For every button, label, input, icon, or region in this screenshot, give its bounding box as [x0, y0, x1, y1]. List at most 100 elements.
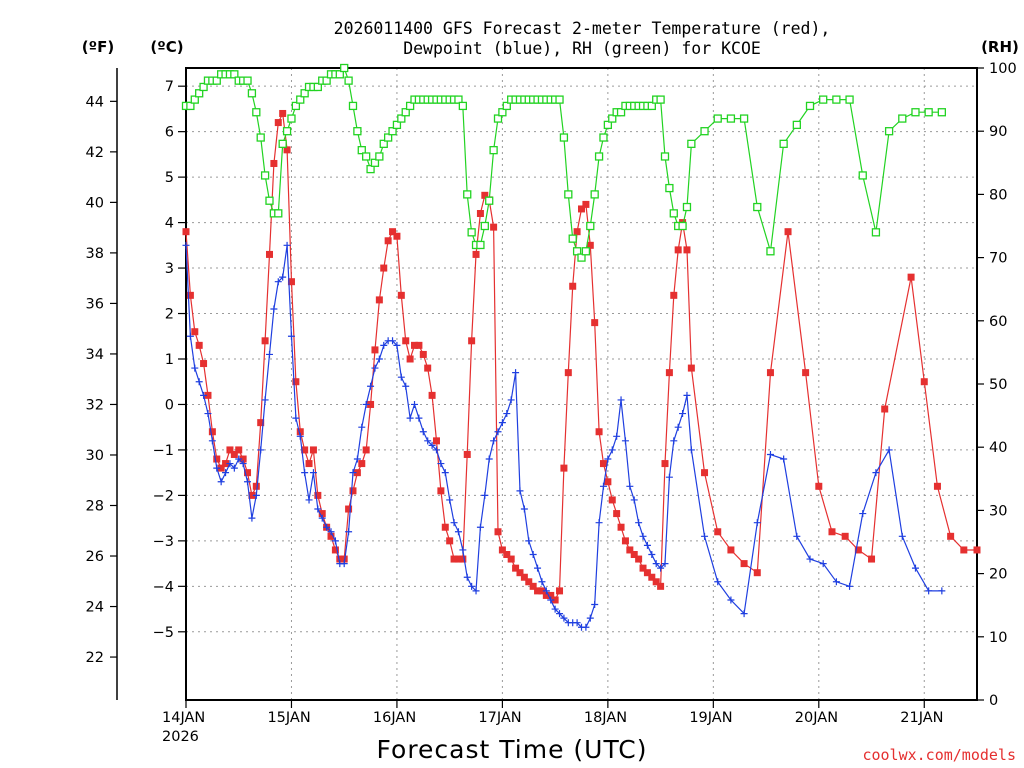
dewpoint-point	[472, 587, 480, 595]
fahrenheit-axis-unit: (ºF)	[82, 38, 114, 56]
temperature-point	[358, 460, 366, 468]
dewpoint-point	[657, 564, 665, 572]
dewpoint-point	[468, 582, 476, 590]
celsius-axis-unit: (ºC)	[150, 38, 183, 56]
dewpoint-point	[274, 278, 282, 286]
dewpoint-point	[191, 364, 199, 372]
dewpoint-point	[305, 496, 313, 504]
rh-point	[199, 82, 208, 92]
rh-point	[379, 139, 388, 148]
temperature-point	[217, 464, 225, 472]
x-tick-label: 20JAN	[795, 710, 838, 726]
rh-point	[559, 133, 569, 142]
dewpoint-point	[476, 523, 484, 531]
dewpoint-point	[182, 241, 190, 249]
temperature-point	[551, 596, 559, 604]
dewpoint-point	[424, 437, 432, 445]
temperature-point	[635, 555, 643, 563]
rh-point	[898, 114, 907, 123]
celsius-tick-label: 0	[165, 397, 174, 413]
temperature-point	[393, 232, 401, 240]
rh-point	[476, 240, 485, 250]
rh-point	[357, 146, 366, 155]
rh-tick-label: 40	[989, 440, 1007, 456]
temperature-point	[881, 405, 889, 413]
x-tick-label: 16JAN	[373, 710, 416, 726]
rh-point	[353, 127, 362, 136]
rh-point	[608, 114, 617, 123]
rh-point	[779, 139, 788, 148]
rh-point	[805, 101, 815, 111]
dewpoint-point	[279, 273, 287, 281]
temperature-point	[450, 555, 458, 563]
rh-point	[401, 108, 410, 117]
fahrenheit-tick-label: 24	[86, 600, 104, 616]
celsius-tick-label: −5	[153, 625, 174, 641]
temperature-point	[657, 582, 665, 590]
temperature-point	[683, 246, 691, 254]
rh-point	[594, 152, 604, 161]
rh-point	[766, 247, 775, 256]
temperature-point	[428, 391, 436, 399]
chart-title-line-1: 2026011400 GFS Forecast 2-meter Temperat…	[334, 19, 831, 38]
celsius-tick-label: 3	[165, 261, 174, 277]
rh-point	[581, 247, 591, 256]
temperature-point	[595, 428, 603, 436]
dewpoint-point	[687, 446, 695, 454]
rh-point	[463, 190, 472, 199]
dewpoint-point	[872, 469, 880, 477]
temperature-point	[336, 555, 344, 563]
temperature-point	[490, 223, 498, 231]
rh-point	[344, 76, 353, 85]
temperature-point	[239, 455, 247, 463]
temperature-point	[476, 209, 484, 217]
dewpoint-point	[314, 505, 322, 513]
dewpoint-point	[670, 437, 678, 445]
dewpoint-point	[648, 551, 656, 559]
dewpoint-point	[766, 450, 774, 458]
temperature-point	[248, 491, 256, 499]
rh-point	[564, 190, 573, 199]
temperature-point	[441, 523, 449, 531]
rh-point	[555, 95, 564, 104]
rh-point	[753, 202, 762, 212]
dewpoint-point	[494, 428, 502, 436]
rh-point	[366, 164, 375, 174]
temperature-point	[661, 460, 669, 468]
rh-point	[405, 101, 415, 111]
temperature-point	[815, 482, 823, 490]
dewpoint-point	[520, 505, 528, 513]
temperature-point	[305, 460, 313, 468]
temperature-point	[380, 264, 388, 272]
dewpoint-point	[753, 519, 761, 527]
celsius-tick-label: −3	[153, 534, 174, 550]
celsius-tick-label: 4	[165, 216, 174, 232]
rh-tick-label: 60	[989, 314, 1007, 330]
temperature-point	[252, 482, 260, 490]
temperature-point	[204, 391, 212, 399]
dewpoint-point	[832, 578, 840, 586]
temperature-point	[362, 446, 370, 454]
dewpoint-point	[885, 446, 893, 454]
rh-point	[265, 196, 274, 205]
temperature-point	[287, 278, 295, 286]
temperature-point	[947, 532, 955, 540]
temperature-line	[185, 111, 977, 602]
fahrenheit-tick-label: 44	[86, 94, 104, 110]
x-tick-label: 18JAN	[584, 710, 627, 726]
temperature-point	[301, 446, 309, 454]
rh-point	[260, 171, 270, 180]
temperature-point	[182, 228, 190, 236]
temperature-point	[701, 469, 709, 477]
rh-point	[682, 202, 692, 212]
celsius-tick-label: −1	[153, 443, 174, 459]
temperature-point	[494, 528, 502, 536]
temperature-point	[687, 364, 695, 372]
rh-point	[243, 76, 252, 85]
temperature-point	[309, 446, 317, 454]
temperature-point	[960, 546, 968, 554]
dewpoint-point	[230, 464, 238, 472]
temperature-point	[437, 487, 445, 495]
dewpoint-point	[200, 391, 208, 399]
